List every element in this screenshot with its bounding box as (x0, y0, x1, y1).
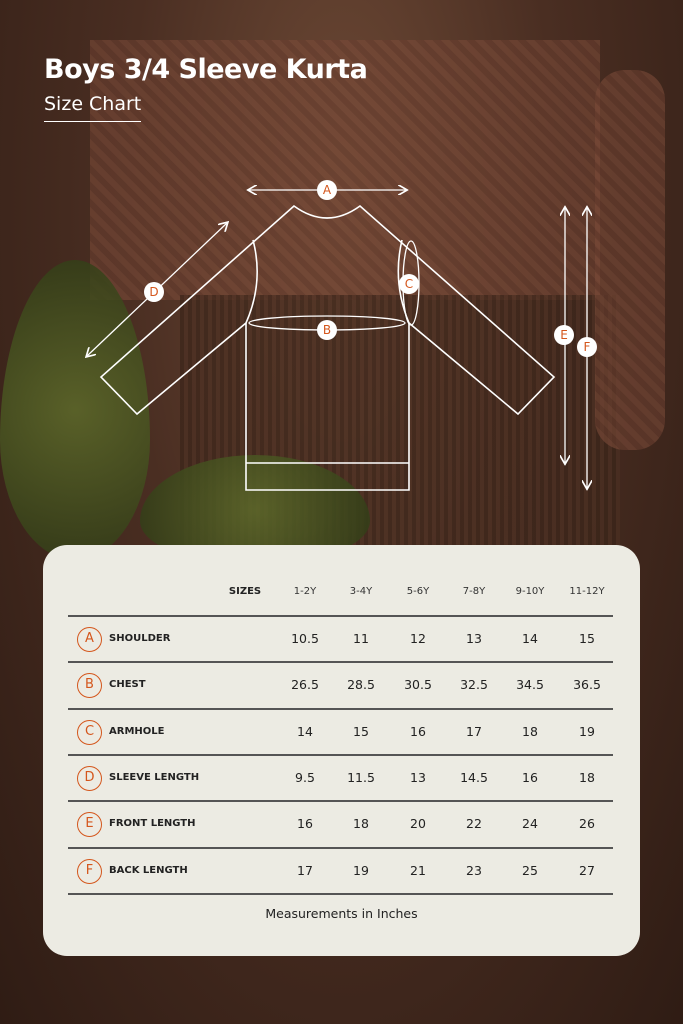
table-cell: 19 (353, 863, 369, 878)
row-label: BACK LENGTH (109, 865, 188, 876)
table-cell: 30.5 (404, 677, 432, 692)
row-label: ARMHOLE (109, 726, 165, 737)
background-rolled-rug (595, 70, 665, 450)
label-a-marker: A (317, 180, 337, 200)
row-key-badge: E (77, 812, 102, 837)
row-divider (68, 800, 613, 802)
row-key-badge: D (77, 766, 102, 791)
table-cell: 14.5 (460, 770, 488, 785)
row-label: CHEST (109, 679, 146, 690)
table-cell: 36.5 (573, 677, 601, 692)
table-cell: 16 (410, 724, 426, 739)
table-cell: 28.5 (347, 677, 375, 692)
table-cell: 21 (410, 863, 426, 878)
label-b-marker: B (317, 320, 337, 340)
row-divider (68, 754, 613, 756)
size-header: 9-10Y (515, 586, 545, 597)
table-cell: 14 (522, 631, 538, 646)
table-cell: 26 (579, 816, 595, 831)
row-key-badge: F (77, 859, 102, 884)
size-header: 7-8Y (462, 586, 486, 597)
table-cell: 15 (353, 724, 369, 739)
row-divider (68, 847, 613, 849)
page-subtitle: Size Chart (44, 93, 142, 122)
table-cell: 16 (522, 770, 538, 785)
table-cell: 13 (410, 770, 426, 785)
table-cell: 27 (579, 863, 595, 878)
table-row: F BACK LENGTH 17 19 21 23 25 27 (43, 848, 640, 894)
table-cell: 25 (522, 863, 538, 878)
row-key-badge: C (77, 720, 102, 745)
table-cell: 18 (522, 724, 538, 739)
table-cell: 18 (353, 816, 369, 831)
row-key-badge: A (77, 627, 102, 652)
row-divider (68, 708, 613, 710)
table-cell: 18 (579, 770, 595, 785)
table-cell: 17 (297, 863, 313, 878)
table-cell: 20 (410, 816, 426, 831)
table-cell: 19 (579, 724, 595, 739)
table-row: C ARMHOLE 14 15 16 17 18 19 (43, 709, 640, 755)
page-title: Boys 3/4 Sleeve Kurta (44, 54, 368, 85)
row-label: FRONT LENGTH (109, 818, 196, 829)
row-divider (68, 661, 613, 663)
table-cell: 24 (522, 816, 538, 831)
table-cell: 16 (297, 816, 313, 831)
table-cell: 11.5 (347, 770, 375, 785)
svg-text:D: D (149, 285, 158, 299)
sizes-header: SIZES (228, 586, 262, 597)
svg-text:C: C (405, 277, 413, 291)
size-header: 3-4Y (349, 586, 373, 597)
table-row: A SHOULDER 10.5 11 12 13 14 15 (43, 616, 640, 662)
table-cell: 26.5 (291, 677, 319, 692)
kurta-outline (99, 204, 556, 491)
size-header: 5-6Y (406, 586, 430, 597)
row-divider (68, 615, 613, 617)
row-key-badge: B (77, 673, 102, 698)
svg-text:A: A (323, 183, 332, 197)
size-header: 1-2Y (293, 586, 317, 597)
label-c-marker: C (399, 274, 419, 294)
table-cell: 32.5 (460, 677, 488, 692)
table-cell: 9.5 (295, 770, 315, 785)
table-row: B CHEST 26.5 28.5 30.5 32.5 34.5 36.5 (43, 662, 640, 708)
label-e-marker: E (554, 325, 574, 345)
table-cell: 15 (579, 631, 595, 646)
units-note: Measurements in Inches (265, 906, 418, 921)
row-label: SLEEVE LENGTH (109, 772, 200, 783)
table-cell: 23 (466, 863, 482, 878)
label-f-marker: F (577, 337, 597, 357)
size-table-card: SIZES 1-2Y 3-4Y 5-6Y 7-8Y 9-10Y 11-12Y A SHOULD… (43, 545, 640, 956)
svg-text:E: E (560, 328, 568, 342)
table-cell: 34.5 (516, 677, 544, 692)
svg-text:F: F (584, 340, 591, 354)
table-cell: 17 (466, 724, 482, 739)
table-cell: 12 (410, 631, 426, 646)
table-cell: 13 (466, 631, 482, 646)
label-d-marker: D (144, 282, 164, 302)
svg-text:B: B (323, 323, 331, 337)
kurta-diagram: A B C D E F (0, 180, 597, 491)
table-cell: 10.5 (291, 631, 319, 646)
table-cell: 11 (353, 631, 369, 646)
size-header: 11-12Y (569, 586, 605, 597)
table-cell: 14 (297, 724, 313, 739)
table-row: E FRONT LENGTH 16 18 20 22 24 26 (43, 801, 640, 847)
table-cell: 22 (466, 816, 482, 831)
table-row: D SLEEVE LENGTH 9.5 11.5 13 14.5 16 18 (43, 755, 640, 801)
row-divider (68, 893, 613, 895)
row-label: SHOULDER (109, 633, 171, 644)
